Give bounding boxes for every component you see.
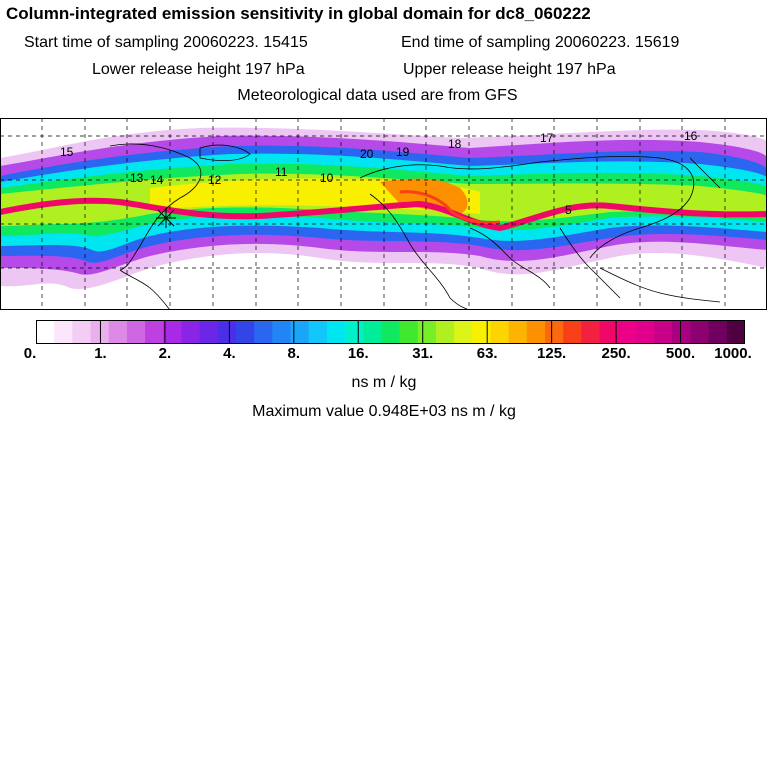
release-point-marker	[156, 208, 176, 228]
colorbar-cell	[308, 320, 328, 344]
colorbar-cell	[145, 320, 164, 344]
colorbar-tick-label: 125.	[537, 345, 567, 362]
colorbar-tick-label: 63.	[476, 345, 498, 362]
end-time-label: End time of sampling 20060223. 15619	[401, 34, 680, 51]
day-label: 19	[396, 145, 410, 159]
colorbar-cell	[435, 320, 455, 344]
colorbar-cell	[54, 320, 73, 344]
colorbar-border	[36, 320, 745, 344]
colorbar-cell	[472, 320, 491, 344]
colorbar-cell	[345, 320, 364, 344]
colorbar-cell	[672, 320, 691, 344]
colorbar-tick-label: 8.	[287, 345, 301, 362]
colorbar-cell	[708, 320, 728, 344]
coastlines	[109, 143, 721, 310]
colorbar-units: ns m / kg	[351, 374, 417, 391]
colorbar-cell	[163, 320, 182, 344]
colorbar-tick-label: 16.	[347, 345, 369, 362]
start-time-label: Start time of sampling 20060223. 15415	[24, 34, 308, 51]
colorbar-cell	[726, 320, 745, 344]
colorbar-tick-label: 1000.	[714, 345, 752, 362]
colorbar-tick-label: 500.	[665, 345, 696, 362]
map-border	[0, 118, 767, 310]
met-data-label: Meteorological data used are from GFS	[237, 87, 518, 104]
colorbar-cell	[581, 320, 601, 344]
day-label: 16	[684, 129, 698, 143]
colorbar-cell	[617, 320, 637, 344]
graticule	[0, 118, 767, 310]
colorbar-cell	[290, 320, 310, 344]
colorbar-cell	[254, 320, 273, 344]
day-label: 14	[150, 173, 164, 187]
colorbar-cell	[126, 320, 146, 344]
colorbar-tick-label: 4.	[223, 345, 236, 362]
colorbar-cell	[654, 320, 673, 344]
colorbar-cell	[399, 320, 419, 344]
colorbar-tick-label: 1.	[94, 345, 107, 362]
colorbar	[36, 320, 745, 344]
colorbar-tick-label: 250.	[601, 345, 631, 362]
colorbar-cell	[363, 320, 382, 344]
colorbar-cell	[272, 320, 292, 344]
maximum-value-label: Maximum value 0.948E+03 ns m / kg	[252, 403, 516, 420]
plume-core-red	[399, 190, 501, 224]
colorbar-cell	[326, 320, 346, 344]
colorbar-cell	[454, 320, 473, 344]
colorbar-cell	[90, 320, 110, 344]
emission-sensitivity-map: 15 13 14 12 11 10 20 19 18 17 16 5	[0, 118, 767, 310]
day-label: 20	[360, 147, 374, 161]
colorbar-cell	[235, 320, 255, 344]
colorbar-cell	[526, 320, 546, 344]
colorbar-cell	[36, 320, 55, 344]
colorbar-tick-label: 2.	[158, 345, 172, 362]
colorbar-cell	[199, 320, 219, 344]
day-label: 10	[320, 171, 334, 185]
colorbar-tick-label: 31.	[412, 345, 434, 362]
upper-release-label: Upper release height 197 hPa	[403, 61, 616, 78]
day-label: 15	[60, 145, 74, 159]
colorbar-cell	[599, 320, 619, 344]
colorbar-cell	[108, 320, 128, 344]
day-label: 13	[130, 171, 144, 185]
colorbar-cell	[417, 320, 437, 344]
day-label: 5	[565, 203, 572, 217]
colorbar-cell	[381, 320, 401, 344]
lower-release-label: Lower release height 197 hPa	[92, 61, 305, 78]
colorbar-tick-label: 0.	[23, 345, 37, 362]
colorbar-cell	[545, 320, 564, 344]
day-label: 17	[540, 131, 554, 145]
colorbar-cell	[563, 320, 582, 344]
day-label: 18	[448, 137, 462, 151]
colorbar-cell	[490, 320, 510, 344]
colorbar-cell	[72, 320, 92, 344]
day-label: 11	[275, 165, 288, 179]
day-label: 12	[208, 173, 222, 187]
colorbar-cell	[217, 320, 237, 344]
plume-core	[0, 197, 767, 232]
colorbar-cell	[635, 320, 655, 344]
colorbar-cell	[508, 320, 528, 344]
colorbar-cell	[181, 320, 201, 344]
chart-title: Column-integrated emission sensitivity i…	[6, 4, 591, 23]
colorbar-cell	[690, 320, 710, 344]
